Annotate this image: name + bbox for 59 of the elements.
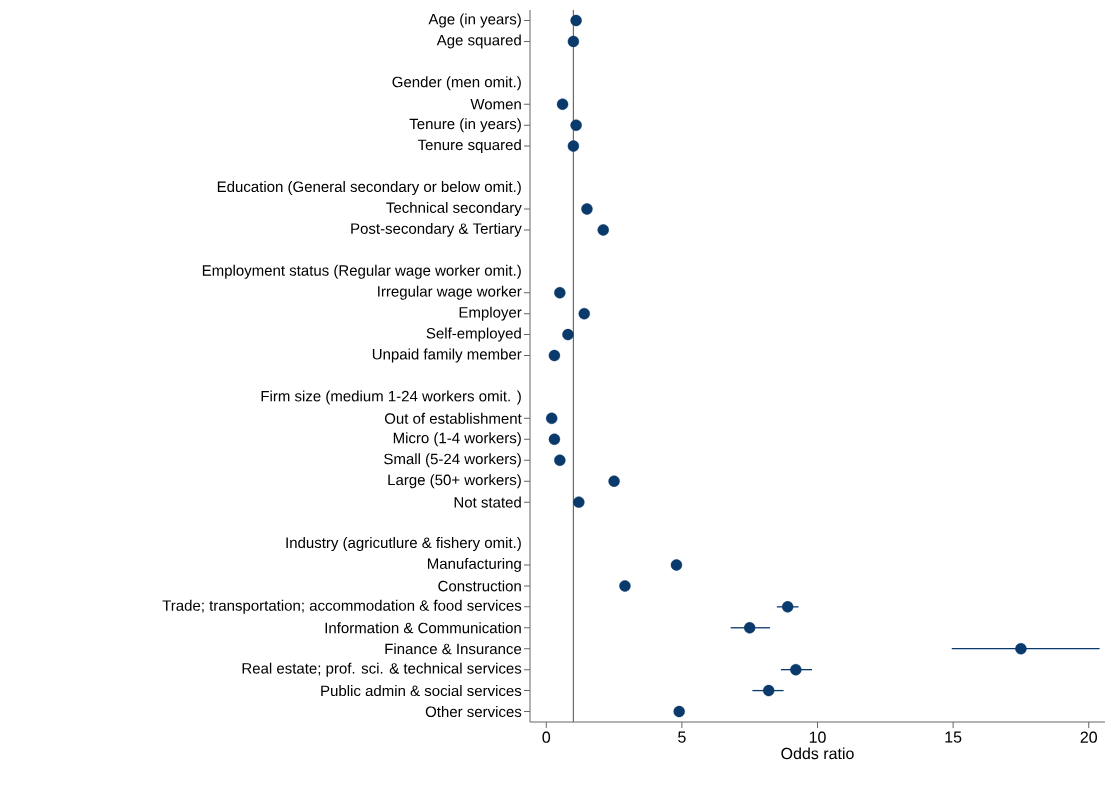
x-tick-label: 10	[809, 731, 826, 743]
y-tick-label: Women	[470, 99, 521, 110]
y-tick-label: Employer	[459, 306, 522, 321]
x-tick-label: 5	[678, 731, 686, 743]
point	[548, 349, 561, 362]
y-tick-label: Post-secondary & Tertiary	[351, 222, 522, 237]
y-tick-label: Firm size (medium 1-24 workers omit. )	[261, 390, 521, 405]
y-tick-label: Information & Communication	[325, 622, 521, 634]
y-tick-label: Out of establishment	[384, 412, 522, 424]
point	[670, 559, 683, 571]
y-tick-label: Small (5-24 workers)	[384, 453, 521, 468]
point	[556, 98, 569, 110]
point	[744, 622, 756, 634]
point	[578, 307, 590, 320]
x-tick-label: 15	[945, 731, 962, 743]
y-tick-label: Self-employed	[426, 327, 521, 342]
point	[567, 140, 580, 152]
y-tick-label: Tenure (in years)	[409, 118, 521, 133]
x-tick-label: 20	[1080, 731, 1097, 743]
y-tick-label: Public admin & social services	[321, 685, 522, 697]
point	[1015, 643, 1027, 655]
point	[546, 412, 558, 425]
point	[567, 35, 580, 48]
y-tick-label: Manufacturing	[427, 557, 521, 572]
y-tick-label: Gender (men omit.)	[392, 76, 521, 91]
y-tick-label: Large (50+ workers)	[388, 474, 521, 489]
y-tick-label: Irregular wage worker	[378, 285, 522, 300]
point	[762, 684, 775, 697]
point	[781, 601, 794, 613]
y-tick-label: Unpaid family member	[372, 348, 522, 363]
y-tick-label: Construction	[438, 580, 521, 592]
x-tick-label: 0	[542, 731, 551, 743]
y-tick-label: Real estate; prof. sci. & technical services	[242, 662, 522, 677]
point	[619, 580, 631, 592]
point	[554, 287, 566, 299]
y-tick-label: Age (in years)	[428, 13, 521, 28]
y-tick-label: Tenure squared	[417, 139, 521, 154]
y-tick-label: Not stated	[454, 496, 521, 508]
y-tick-label: Technical secondary	[386, 201, 522, 216]
y-tick-label: Employment status (Regular wage worker omit.)	[202, 264, 521, 279]
y-tick-label: Finance & Insurance	[385, 643, 522, 655]
point	[597, 224, 609, 236]
x-axis-title: Odds ratio	[781, 747, 854, 760]
y-tick-label: Industry (agricutlure & fishery omit.)	[286, 537, 521, 551]
y-tick-label: Trade; transportation; accommodation & food services	[162, 599, 522, 614]
point	[790, 663, 802, 676]
point	[570, 14, 582, 27]
point	[554, 454, 566, 466]
point	[562, 328, 574, 341]
point	[573, 496, 585, 508]
point	[570, 119, 582, 131]
point	[581, 203, 593, 215]
y-tick-label: Micro (1-4 workers)	[393, 432, 521, 447]
y-tick-label: Other services	[425, 706, 522, 718]
y-tick-label: Age squared	[436, 34, 521, 49]
point	[608, 475, 620, 487]
y-tick-label: Education (General secondary or below omit.)	[217, 181, 521, 195]
point	[673, 705, 685, 718]
point	[548, 433, 561, 445]
